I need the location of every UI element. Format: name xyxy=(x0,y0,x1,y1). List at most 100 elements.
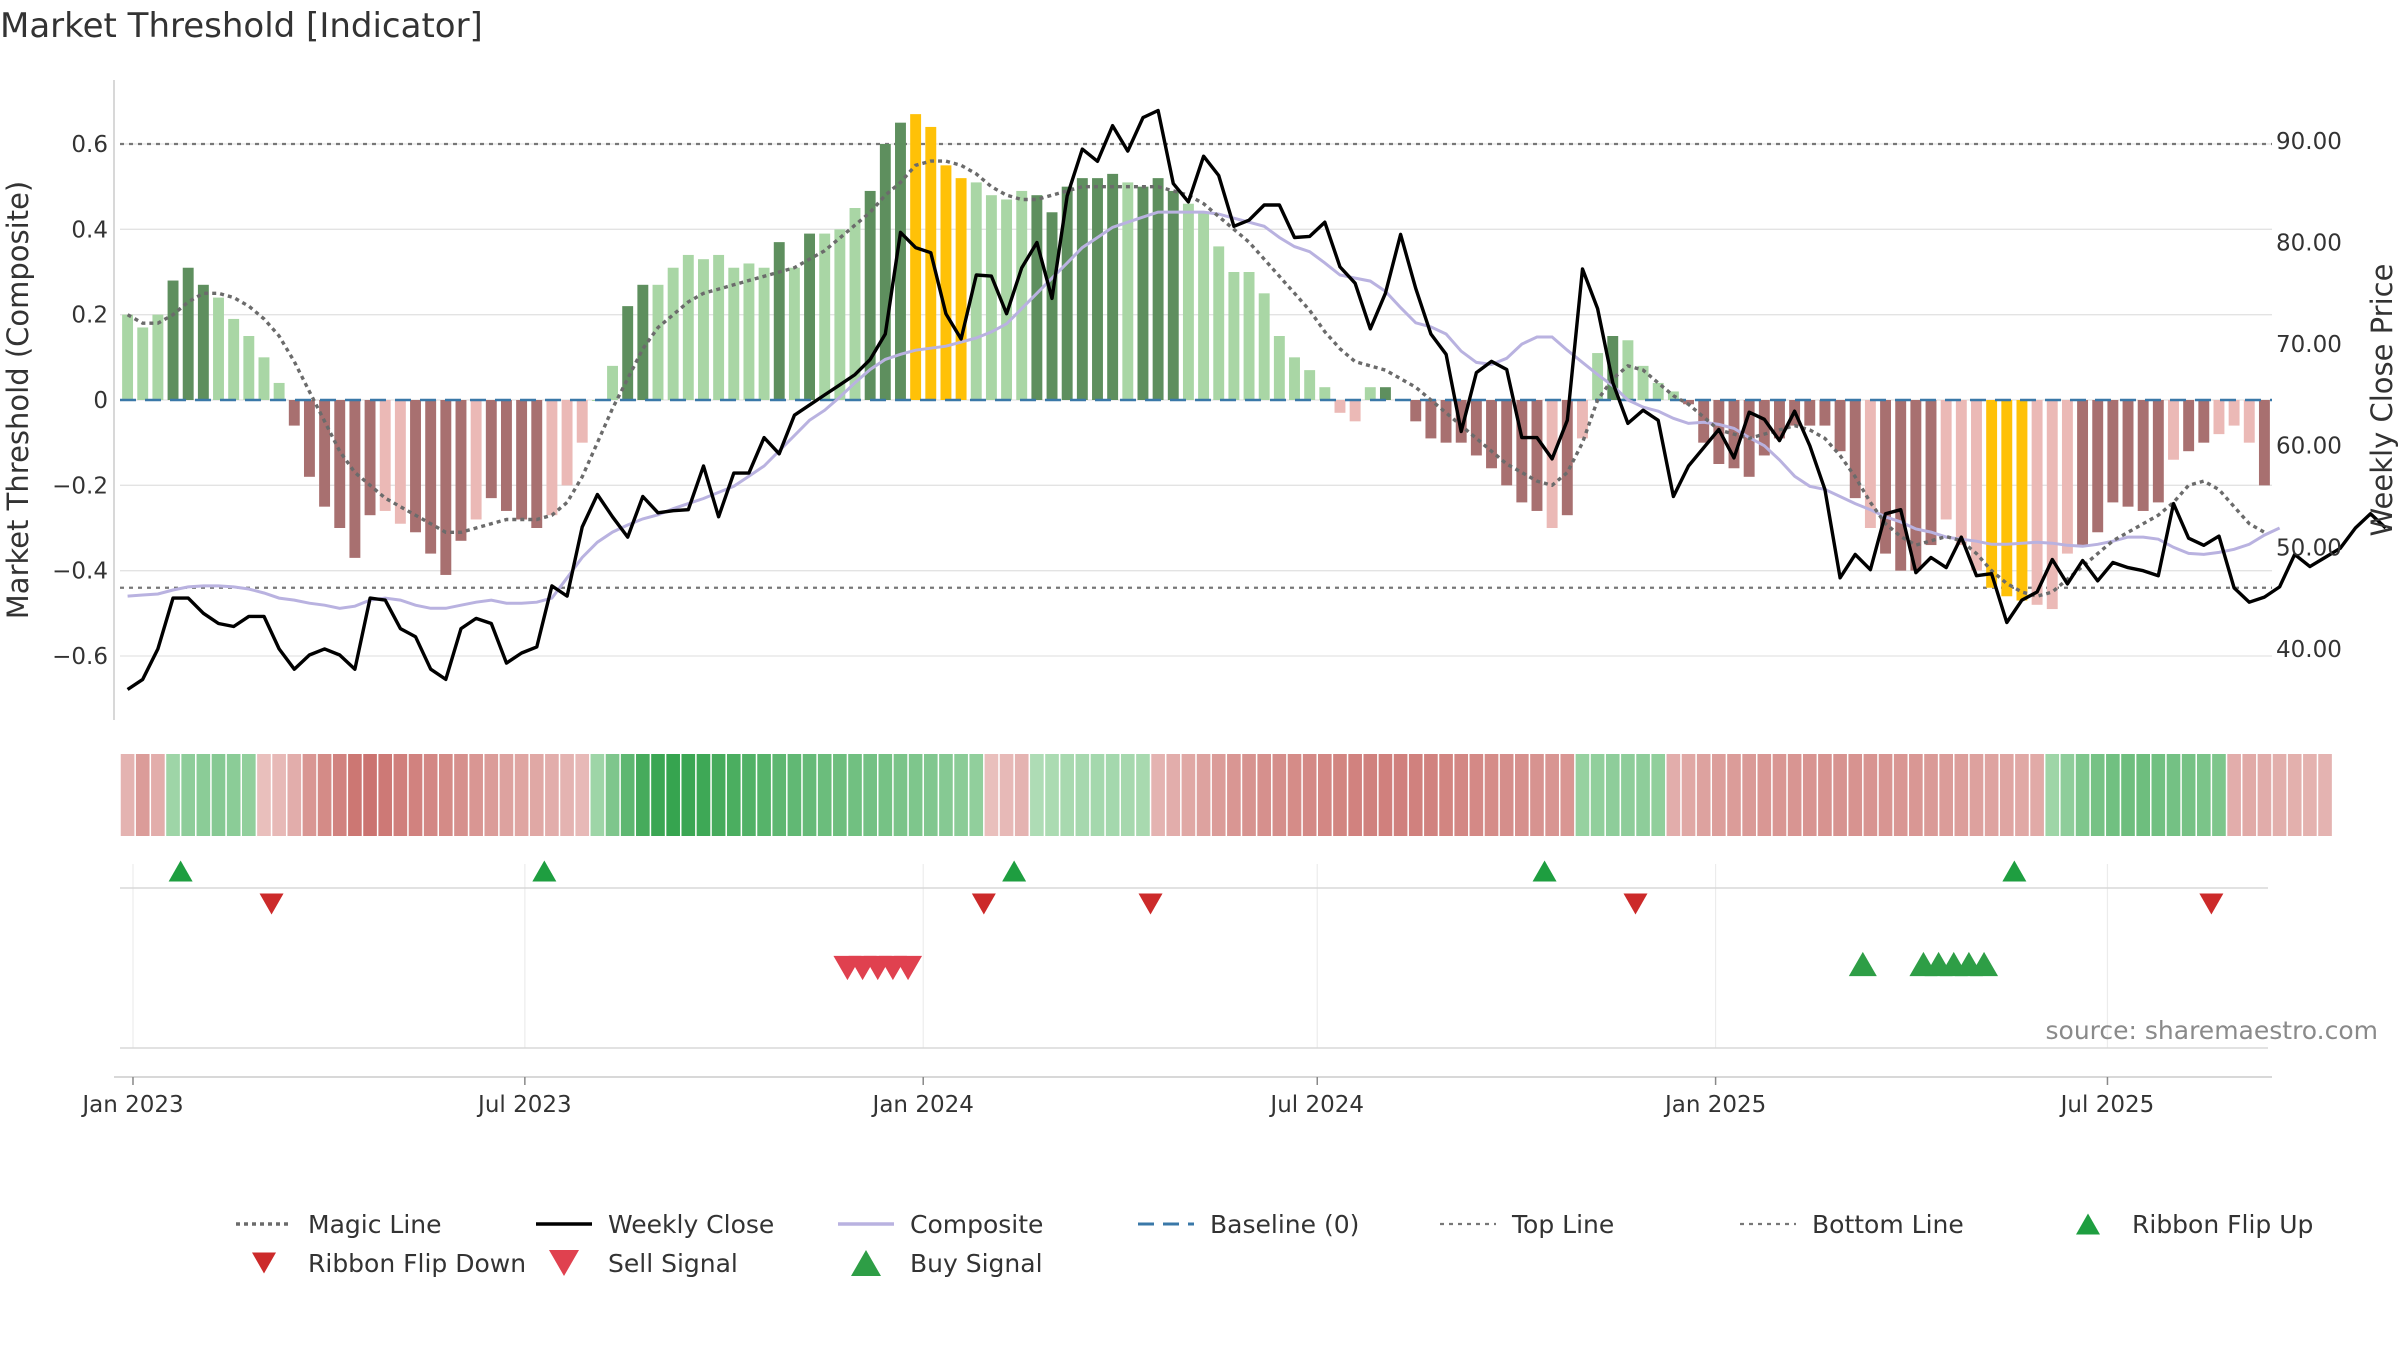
bar-13 xyxy=(319,400,331,507)
bar-118 xyxy=(1910,400,1922,571)
ribbon-cell-1 xyxy=(135,754,150,836)
x-tick-label-4: Jan 2025 xyxy=(1663,1092,1766,1118)
left-tick-label-6: −0.6 xyxy=(52,644,108,670)
bar-58 xyxy=(1001,199,1013,400)
source-note: source: sharemaestro.com xyxy=(2046,1016,2379,1045)
bar-40 xyxy=(728,267,740,400)
ribbon-cell-98 xyxy=(1605,754,1620,836)
ribbon-cell-36 xyxy=(666,754,680,836)
ribbon-cell-74 xyxy=(1242,754,1256,836)
bar-127 xyxy=(2046,400,2058,610)
left-tick-label-3: 0 xyxy=(93,388,108,414)
legend-item-close-label: Weekly Close xyxy=(608,1210,774,1239)
ribbon-cell-99 xyxy=(1621,754,1635,836)
bar-44 xyxy=(788,267,800,400)
bar-79 xyxy=(1319,387,1331,400)
ribbon-cell-24 xyxy=(484,754,499,836)
bar-9 xyxy=(258,357,270,400)
ribbon-cell-90 xyxy=(1484,754,1499,836)
ribbon-cell-35 xyxy=(651,754,665,836)
bar-96 xyxy=(1576,400,1588,439)
right-tick-label-2: 70.00 xyxy=(2276,332,2342,358)
ribbon-cell-145 xyxy=(2318,754,2332,836)
bar-98 xyxy=(1607,336,1619,400)
x-axis: Jan 2023 Jul 2023 Jan 2024 Jul 2024 Jan 2025… xyxy=(80,1076,2272,1118)
bar-6 xyxy=(213,297,224,400)
sell-signal-marker-4 xyxy=(894,955,923,981)
ribbon-cell-44 xyxy=(787,754,802,836)
bar-56 xyxy=(970,182,982,400)
bar-51 xyxy=(895,122,906,401)
bar-132 xyxy=(2122,400,2134,507)
ribbon-cell-22 xyxy=(454,754,468,836)
ribbon-cell-32 xyxy=(605,754,620,836)
ribbon-cell-133 xyxy=(2136,754,2151,836)
ribbon-cell-7 xyxy=(226,754,241,836)
bar-89 xyxy=(1470,400,1482,456)
bar-64 xyxy=(1092,178,1103,400)
left-tick-label-0: 0.6 xyxy=(71,132,108,158)
ribbon-flip-down-marker-4 xyxy=(2199,893,2224,915)
left-axis-label: Market Threshold (Composite) xyxy=(1,181,35,619)
ribbon-cell-11 xyxy=(287,754,302,836)
ribbon-cell-142 xyxy=(2272,754,2287,836)
bar-43 xyxy=(773,242,785,400)
bar-3 xyxy=(167,280,179,400)
ribbon-cell-14 xyxy=(332,754,347,836)
bar-55 xyxy=(955,178,967,400)
bar-114 xyxy=(1849,400,1861,499)
ribbon-cell-131 xyxy=(2106,754,2120,836)
left-tick-label-2: 0.2 xyxy=(71,303,108,329)
ribbon-flip-up-marker-0 xyxy=(168,860,193,882)
ribbon-cell-67 xyxy=(1136,754,1150,836)
ribbon-flip-down-marker-1 xyxy=(971,893,996,915)
ribbon-cell-39 xyxy=(711,754,726,836)
bar-12 xyxy=(303,400,315,477)
ribbon-cell-33 xyxy=(620,754,635,836)
ribbon-cell-94 xyxy=(1545,754,1559,836)
ribbon-cell-91 xyxy=(1499,754,1514,836)
ribbon-cell-104 xyxy=(1696,754,1711,836)
ribbon-cell-48 xyxy=(848,754,862,836)
composite-line xyxy=(127,210,2281,610)
ribbon-cell-85 xyxy=(1408,754,1423,836)
ribbon-cell-128 xyxy=(2060,754,2075,836)
ribbon-flip-up-marker-2 xyxy=(1002,860,1027,882)
ribbon-flip-down-marker-3 xyxy=(1623,893,1648,915)
left-tick-label-1: 0.4 xyxy=(71,217,108,243)
ribbon-cell-10 xyxy=(272,754,286,836)
ribbon-cell-75 xyxy=(1257,754,1272,836)
bar-25 xyxy=(500,400,512,511)
signal-panels xyxy=(120,860,2268,1049)
ribbon-cell-59 xyxy=(1014,754,1029,836)
ribbon-cell-61 xyxy=(1045,754,1059,836)
bar-122 xyxy=(1971,400,1982,571)
ribbon-cell-46 xyxy=(817,754,832,836)
ribbon-cell-101 xyxy=(1651,754,1666,836)
x-tick-label-5: Jul 2025 xyxy=(2059,1092,2155,1118)
bar-141 xyxy=(2258,400,2270,486)
bar-5 xyxy=(197,284,209,400)
ribbon-cell-57 xyxy=(984,754,999,836)
ribbon-cell-65 xyxy=(1105,754,1120,836)
ribbon-cell-88 xyxy=(1454,754,1469,836)
bar-33 xyxy=(622,306,634,400)
ribbon-cell-9 xyxy=(257,754,271,836)
ribbon-cell-20 xyxy=(423,754,438,836)
bar-47 xyxy=(834,229,846,400)
bar-124 xyxy=(2001,400,2013,597)
ribbon-cell-117 xyxy=(1893,754,1908,836)
bar-76 xyxy=(1273,336,1285,400)
ribbon-cell-102 xyxy=(1666,754,1681,836)
bar-10 xyxy=(273,382,285,400)
bar-60 xyxy=(1031,195,1043,400)
bar-126 xyxy=(2031,400,2043,605)
ribbon-cell-53 xyxy=(923,754,938,836)
bar-11 xyxy=(288,400,300,426)
bar-94 xyxy=(1546,400,1558,528)
bar-88 xyxy=(1455,400,1467,443)
bar-54 xyxy=(940,165,952,400)
ribbon-cell-73 xyxy=(1227,754,1241,836)
legend-item-sell-swatch xyxy=(549,1249,579,1277)
ribbon-cell-114 xyxy=(1848,754,1863,836)
